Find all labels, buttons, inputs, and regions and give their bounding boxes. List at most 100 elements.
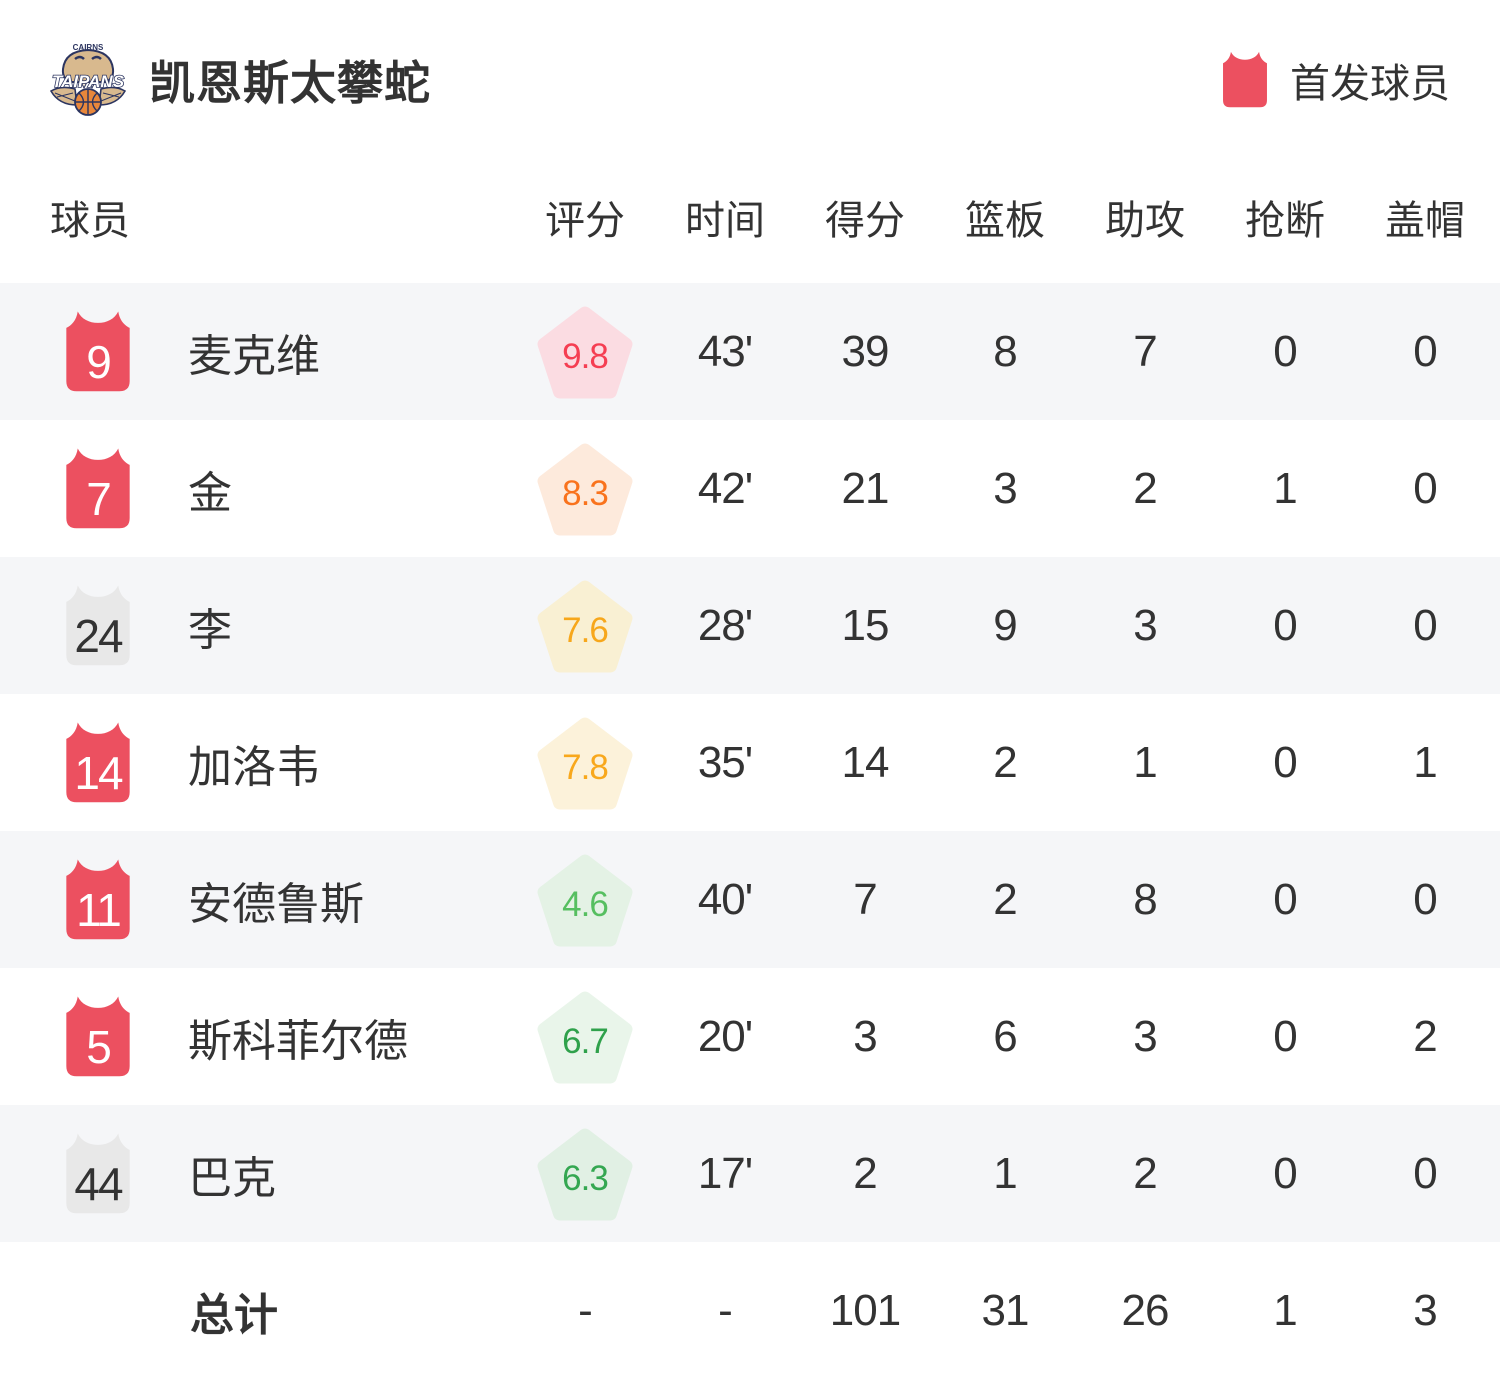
starter-legend: 首发球员 <box>1208 51 1450 109</box>
minutes-value: 20' <box>697 1011 753 1061</box>
rating-badge: 7.8 <box>536 716 634 810</box>
minutes-value: 42' <box>697 463 753 513</box>
team-logo-icon: CAIRNS TAIPANS <box>49 43 127 116</box>
col-header-steals: 抢断 <box>1245 198 1325 243</box>
points-value: 21 <box>841 463 890 513</box>
steals-value: 0 <box>1273 737 1297 787</box>
logo-top-text: CAIRNS <box>73 43 104 52</box>
blocks-value: 2 <box>1413 1011 1437 1061</box>
logo-main-text: TAIPANS <box>52 72 125 91</box>
assists-value: 7 <box>1133 326 1157 376</box>
rating-badge: 6.3 <box>536 1127 634 1221</box>
col-header-rebounds: 篮板 <box>965 198 1045 243</box>
assists-value: 2 <box>1133 1148 1157 1198</box>
points-value: 2 <box>853 1148 877 1198</box>
jersey-icon: 24 <box>60 584 136 668</box>
rebounds-value: 9 <box>993 600 1017 650</box>
minutes-value: 40' <box>697 874 753 924</box>
rating-value: 4.6 <box>562 884 609 924</box>
jersey-number: 44 <box>74 1157 123 1210</box>
jersey-number: 9 <box>86 335 112 388</box>
rating-badge: 8.3 <box>536 442 634 536</box>
totals-rating: - <box>578 1285 593 1335</box>
minutes-value: 35' <box>697 737 753 787</box>
totals-row: 总计 - - 101 31 26 1 3 <box>0 1242 1500 1376</box>
totals-points: 101 <box>829 1285 901 1335</box>
jersey-number: 11 <box>76 883 122 936</box>
rebounds-value: 6 <box>993 1011 1017 1061</box>
rebounds-value: 2 <box>993 874 1017 924</box>
jersey-number: 7 <box>86 472 112 525</box>
team-name: 凯恩斯太攀蛇 <box>149 57 431 109</box>
assists-value: 8 <box>1133 874 1157 924</box>
player-name: 麦克维 <box>188 331 320 381</box>
rating-value: 9.8 <box>562 336 609 376</box>
starter-jersey-icon <box>1218 51 1272 109</box>
totals-assists: 26 <box>1121 1285 1170 1335</box>
jersey-icon: 9 <box>60 310 136 394</box>
rebounds-value: 3 <box>993 463 1017 513</box>
rebounds-value: 2 <box>993 737 1017 787</box>
player-name: 加洛韦 <box>188 742 320 792</box>
blocks-value: 0 <box>1413 600 1437 650</box>
jersey-number: 14 <box>74 746 123 799</box>
rating-value: 6.7 <box>562 1021 609 1061</box>
player-name: 安德鲁斯 <box>188 879 364 929</box>
rating-badge: 4.6 <box>536 853 634 947</box>
table-row[interactable]: 7 金 8.3 42' 21 3 2 1 0 <box>0 420 1500 557</box>
jersey-icon: 14 <box>60 721 136 805</box>
blocks-value: 0 <box>1413 463 1437 513</box>
minutes-value: 17' <box>697 1148 753 1198</box>
blocks-value: 1 <box>1413 737 1437 787</box>
rebounds-value: 8 <box>993 326 1017 376</box>
table-row[interactable]: 44 巴克 6.3 17' 2 1 2 0 0 <box>0 1105 1500 1242</box>
assists-value: 1 <box>1133 737 1157 787</box>
blocks-value: 0 <box>1413 1148 1437 1198</box>
rating-value: 7.6 <box>562 610 609 650</box>
totals-blocks: 3 <box>1413 1285 1437 1335</box>
totals-rebounds: 31 <box>981 1285 1030 1335</box>
table-row[interactable]: 11 安德鲁斯 4.6 40' 7 2 8 0 0 <box>0 831 1500 968</box>
assists-value: 3 <box>1133 1011 1157 1061</box>
totals-minutes: - <box>718 1285 733 1335</box>
rating-badge: 9.8 <box>536 305 634 399</box>
points-value: 14 <box>841 737 890 787</box>
col-header-player: 球员 <box>50 198 130 243</box>
steals-value: 1 <box>1273 463 1297 513</box>
assists-value: 2 <box>1133 463 1157 513</box>
steals-value: 0 <box>1273 1148 1297 1198</box>
player-name: 巴克 <box>188 1153 276 1203</box>
steals-value: 0 <box>1273 874 1297 924</box>
rating-value: 7.8 <box>562 747 609 787</box>
rating-value: 6.3 <box>562 1158 609 1198</box>
minutes-value: 28' <box>697 600 753 650</box>
table-row[interactable]: 14 加洛韦 7.8 35' 14 2 1 0 1 <box>0 694 1500 831</box>
col-header-minutes: 时间 <box>685 198 765 243</box>
table-row[interactable]: 9 麦克维 9.8 43' 39 8 7 0 0 <box>0 283 1500 420</box>
jersey-icon: 44 <box>60 1132 136 1216</box>
table-row[interactable]: 24 李 7.6 28' 15 9 3 0 0 <box>0 557 1500 694</box>
player-name: 李 <box>188 605 232 655</box>
blocks-value: 0 <box>1413 874 1437 924</box>
totals-steals: 1 <box>1273 1285 1297 1335</box>
player-name: 金 <box>188 468 232 518</box>
points-value: 3 <box>853 1011 877 1061</box>
col-header-assists: 助攻 <box>1105 198 1185 243</box>
jersey-number: 5 <box>86 1020 112 1073</box>
steals-value: 0 <box>1273 1011 1297 1061</box>
team-header: CAIRNS TAIPANS 凯恩斯太攀蛇 首发球员 <box>0 0 1500 150</box>
table-header-row: 球员 评分 时间 得分 篮板 助攻 抢断 盖帽 <box>0 150 1500 283</box>
minutes-value: 43' <box>697 326 753 376</box>
jersey-icon: 5 <box>60 995 136 1079</box>
jersey-icon: 7 <box>60 447 136 531</box>
steals-value: 0 <box>1273 326 1297 376</box>
points-value: 39 <box>841 326 890 376</box>
assists-value: 3 <box>1133 600 1157 650</box>
points-value: 15 <box>841 600 890 650</box>
table-row[interactable]: 5 斯科菲尔德 6.7 20' 3 6 3 0 2 <box>0 968 1500 1105</box>
table-body: 9 麦克维 9.8 43' 39 8 7 0 0 7 金 <box>0 283 1500 1376</box>
starter-legend-label: 首发球员 <box>1290 62 1450 106</box>
totals-label: 总计 <box>190 1290 278 1340</box>
col-header-points: 得分 <box>825 198 905 243</box>
